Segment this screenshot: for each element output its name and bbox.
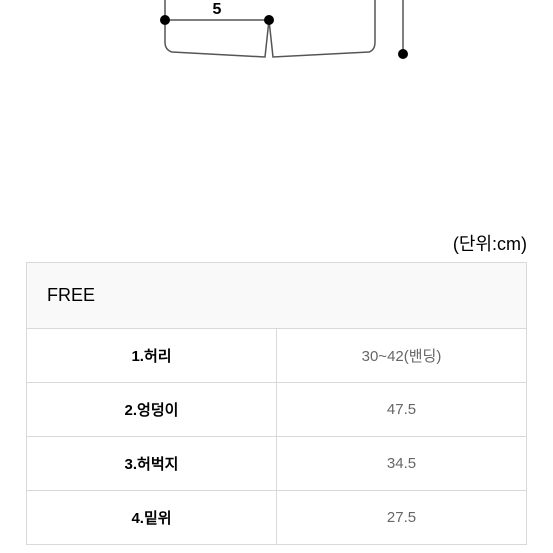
measure-value: 34.5 [277, 437, 527, 491]
size-table: FREE 1.허리 30~42(밴딩) 2.엉덩이 47.5 3.허벅지 34.… [26, 262, 527, 545]
measure-label: 4.밑위 [27, 491, 277, 545]
table-row: 3.허벅지 34.5 [27, 437, 527, 491]
table-header-row: FREE [27, 263, 527, 329]
measure-label: 2.엉덩이 [27, 383, 277, 437]
measure-value: 30~42(밴딩) [277, 329, 527, 383]
diagram-label-5: 5 [212, 1, 221, 18]
measure-value: 27.5 [277, 491, 527, 545]
table-header: FREE [27, 263, 527, 329]
measure-value: 47.5 [277, 383, 527, 437]
measure-label: 1.허리 [27, 329, 277, 383]
table-row: 1.허리 30~42(밴딩) [27, 329, 527, 383]
garment-diagram: 5 3 [0, 0, 553, 100]
table-row: 4.밑위 27.5 [27, 491, 527, 545]
table-row: 2.엉덩이 47.5 [27, 383, 527, 437]
measure-label: 3.허벅지 [27, 437, 277, 491]
unit-label: (단위:cm) [453, 230, 527, 256]
